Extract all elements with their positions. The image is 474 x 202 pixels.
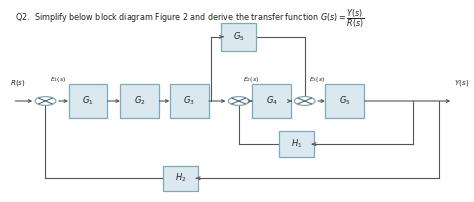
Text: $E_1(s)$: $E_1(s)$	[50, 75, 67, 84]
FancyBboxPatch shape	[279, 132, 314, 157]
Text: $H_2$: $H_2$	[175, 172, 186, 184]
FancyBboxPatch shape	[69, 84, 107, 118]
Text: $G_1$: $G_1$	[82, 95, 94, 107]
FancyBboxPatch shape	[120, 84, 159, 118]
Circle shape	[35, 97, 56, 105]
Circle shape	[294, 97, 315, 105]
Text: $R(s)$: $R(s)$	[10, 78, 26, 88]
Circle shape	[228, 97, 249, 105]
FancyBboxPatch shape	[221, 23, 256, 51]
FancyBboxPatch shape	[163, 166, 199, 191]
FancyBboxPatch shape	[252, 84, 291, 118]
Text: $G_2$: $G_2$	[134, 95, 146, 107]
FancyBboxPatch shape	[170, 84, 209, 118]
Text: $H_1$: $H_1$	[291, 138, 302, 150]
Text: $Y(s)$: $Y(s)$	[454, 78, 469, 88]
Text: Q2.  Simplify below block diagram Figure 2 and derive the transfer function $G(s: Q2. Simplify below block diagram Figure …	[15, 8, 365, 30]
Text: $G_3$: $G_3$	[183, 95, 195, 107]
Text: $E_3(s)$: $E_3(s)$	[310, 75, 326, 84]
Text: $E_2(s)$: $E_2(s)$	[244, 75, 260, 84]
Text: $G_5$: $G_5$	[233, 31, 245, 43]
Text: $G_5$: $G_5$	[339, 95, 351, 107]
Text: $G_4$: $G_4$	[266, 95, 278, 107]
FancyBboxPatch shape	[326, 84, 364, 118]
